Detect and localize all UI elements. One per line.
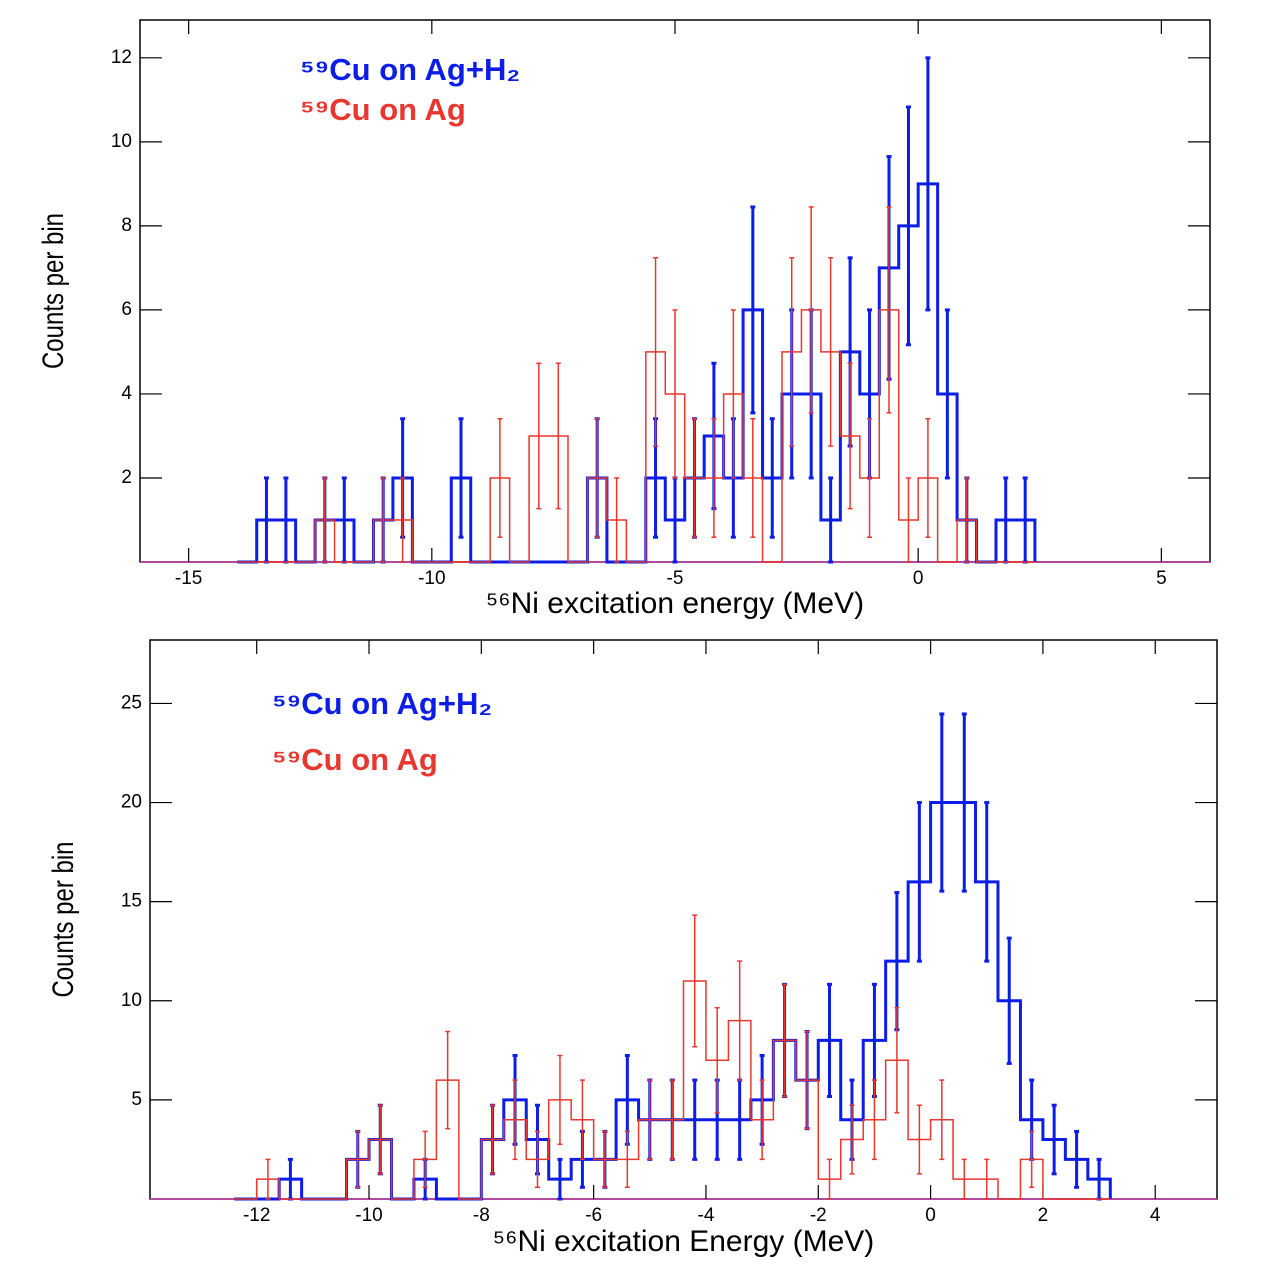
x-axis-label: ⁵⁶Ni excitation Energy (MeV) [493,1225,875,1258]
y-axis-label: Counts per bin [45,841,79,997]
histogram-step [234,980,1111,1200]
x-tick-label: -10 [355,1205,382,1226]
legend-entry: ⁵⁹Cu on Ag [300,92,466,127]
x-tick-label: -12 [243,1205,270,1226]
y-tick-label: 10 [121,990,142,1011]
legend-entry: ⁵⁹Cu on Ag [272,742,438,777]
x-tick-label: 0 [925,1205,936,1226]
x-tick-label: -5 [667,568,684,589]
x-tick-label: -2 [810,1205,827,1226]
x-tick-label: -6 [585,1205,602,1226]
y-tick-label: 6 [121,299,132,320]
x-tick-label: 0 [913,568,924,589]
y-tick-label: 10 [111,131,132,152]
y-tick-label: 8 [121,215,132,236]
legend-entry: ⁵⁹Cu on Ag+H₂ [272,686,492,721]
x-tick-label: 2 [1038,1205,1049,1226]
x-axis-label: ⁵⁶Ni excitation energy (MeV) [486,587,864,620]
x-tick-label: -15 [175,568,202,589]
y-tick-label: 4 [121,383,132,404]
y-tick-label: 12 [111,47,132,68]
histogram-step [237,309,1035,563]
x-tick-label: -8 [473,1205,490,1226]
y-tick-label: 25 [121,692,142,713]
y-tick-label: 5 [131,1089,142,1110]
x-tick-label: -10 [418,568,445,589]
y-tick-label: 15 [121,891,142,912]
y-tick-label: 20 [121,792,142,813]
histogram-step [237,182,1037,564]
x-tick-label: 5 [1156,568,1167,589]
x-tick-label: 4 [1150,1205,1161,1226]
legend-entry: ⁵⁹Cu on Ag+H₂ [300,52,520,87]
y-tick-label: 2 [121,467,132,488]
x-tick-label: -4 [698,1205,715,1226]
y-axis-label: Counts per bin [35,213,69,369]
